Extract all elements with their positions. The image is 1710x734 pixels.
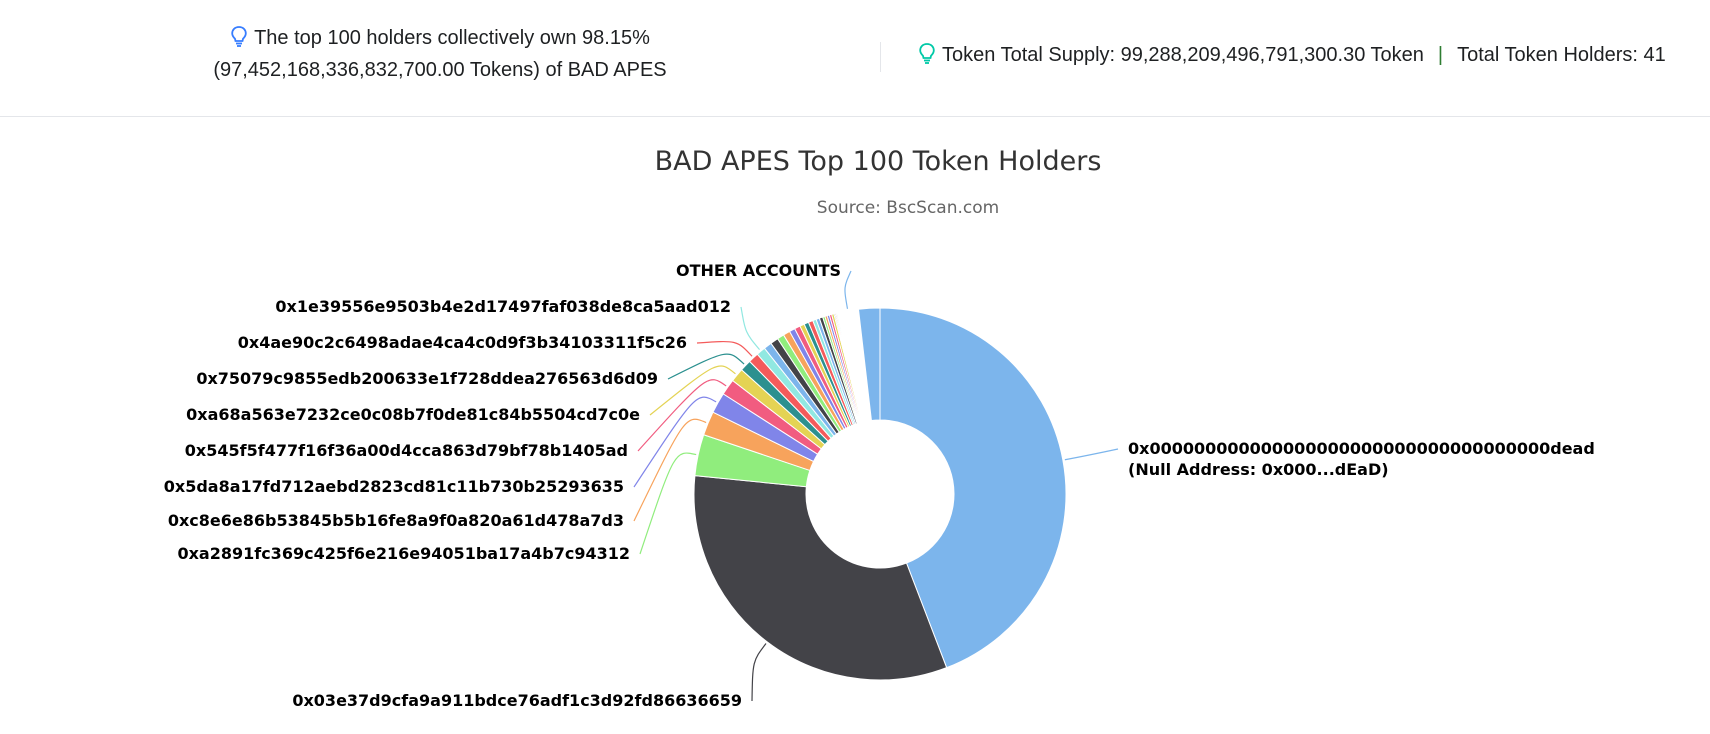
slice-connector xyxy=(844,270,852,309)
summary-divider xyxy=(880,42,881,72)
slice-label: 0x75079c9855edb200633e1f728ddea276563d6d… xyxy=(196,369,658,388)
holders-summary-bar: The top 100 holders collectively own 98.… xyxy=(0,0,1710,117)
slice-label: 0xc8e6e86b53845b5b16fe8a9f0a820a61d478a7… xyxy=(168,511,624,530)
slice-label: 0x4ae90c2c6498adae4ca4c0d9f3b34103311f5c… xyxy=(238,333,687,352)
slice-connector xyxy=(740,306,761,351)
total-holders-text: Total Token Holders: 41 xyxy=(1457,44,1666,66)
slice-connector xyxy=(1064,448,1119,461)
slice-label: 0x000000000000000000000000000000000000de… xyxy=(1128,439,1595,458)
chart-title: BAD APES Top 100 Token Holders xyxy=(655,146,1102,177)
total-supply-text: Token Total Supply: 99,288,209,496,791,3… xyxy=(942,44,1424,66)
slice-label: 0xa68a563e7232ce0c08b7f0de81c84b5504cd7c… xyxy=(186,405,640,424)
pie-slice[interactable] xyxy=(857,307,881,422)
summary-separator: | xyxy=(1437,44,1444,66)
top-holders-line2: (97,452,168,336,832,700.00 Tokens) of BA… xyxy=(213,59,667,81)
chart-connectors xyxy=(633,270,1119,702)
slice-connector xyxy=(637,379,727,452)
chart-slices xyxy=(693,307,1067,681)
slice-connector xyxy=(649,365,736,416)
slice-label: 0x545f5f477f16f36a00d4cca863d79bf78b1405… xyxy=(185,441,628,460)
token-supply-summary: Token Total Supply: 99,288,209,496,791,3… xyxy=(918,40,1666,70)
slice-connector xyxy=(633,418,707,522)
chart-labels: 0x000000000000000000000000000000000000de… xyxy=(164,261,1595,710)
slice-label: 0x1e39556e9503b4e2d17497faf038de8ca5aad0… xyxy=(275,297,731,316)
top-holders-line1: The top 100 holders collectively own 98.… xyxy=(254,27,650,49)
chart-subtitle: Source: BscScan.com xyxy=(817,198,999,218)
slice-label: OTHER ACCOUNTS xyxy=(676,261,841,280)
top-holders-summary: The top 100 holders collectively own 98.… xyxy=(170,22,710,86)
slice-label: 0x5da8a17fd712aebd2823cd81c11b730b252936… xyxy=(164,477,624,496)
lightbulb-icon xyxy=(919,43,935,64)
slice-connector xyxy=(633,396,717,488)
pie-slice[interactable] xyxy=(693,475,948,681)
lightbulb-icon xyxy=(231,26,247,47)
slice-connector xyxy=(751,643,767,702)
slice-label: 0xa2891fc369c425f6e216e94051ba17a4b7c943… xyxy=(177,544,630,563)
slice-label: 0x03e37d9cfa9a911bdce76adf1c3d92fd866366… xyxy=(292,691,742,710)
slice-connector xyxy=(696,341,753,357)
pie-slice[interactable] xyxy=(879,307,1067,669)
slice-connector xyxy=(667,353,745,380)
slice-connector xyxy=(639,452,697,555)
holders-donut-chart: BAD APES Top 100 Token Holders Source: B… xyxy=(164,146,1595,710)
slice-sublabel: (Null Address: 0x000...dEaD) xyxy=(1128,460,1389,479)
